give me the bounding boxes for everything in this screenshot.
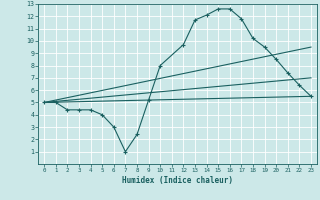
X-axis label: Humidex (Indice chaleur): Humidex (Indice chaleur)	[122, 176, 233, 185]
